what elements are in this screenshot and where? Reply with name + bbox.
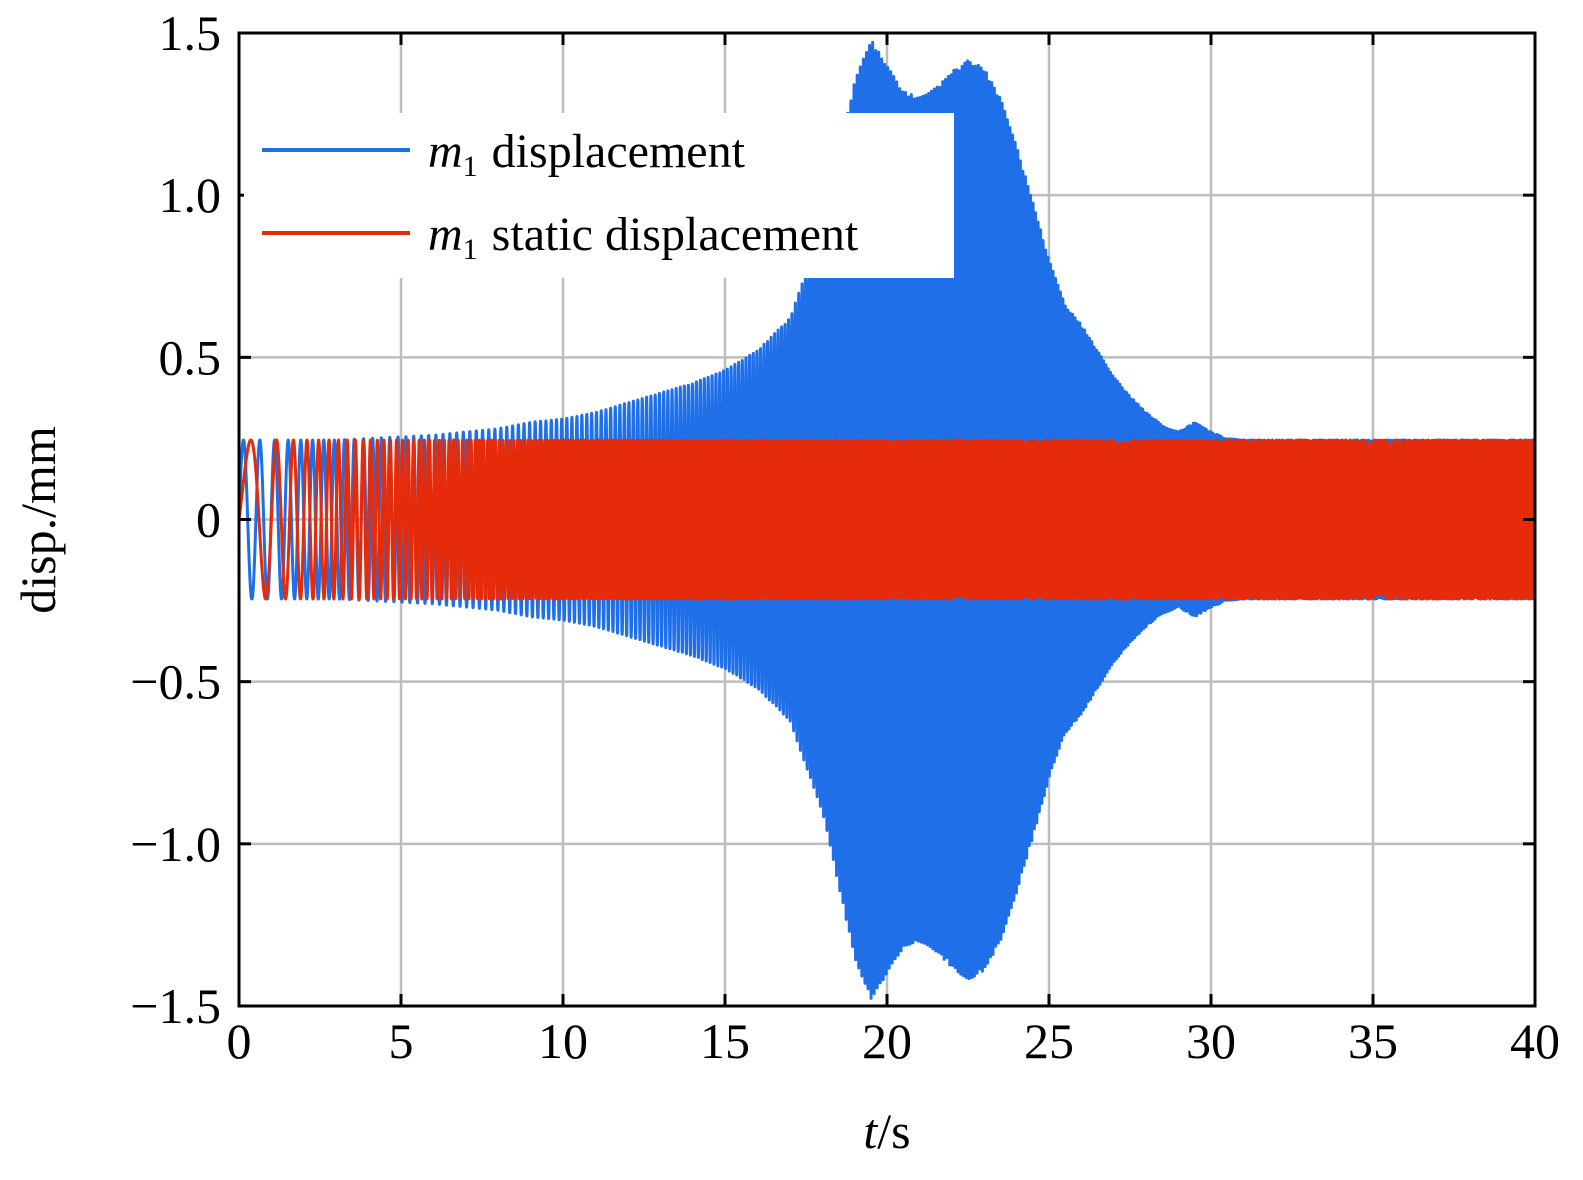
x-axis-variable: t xyxy=(863,1103,878,1159)
series-line-static-displacement xyxy=(237,438,1537,601)
legend-box xyxy=(244,113,954,278)
x-tick-label: 30 xyxy=(1186,1013,1236,1069)
legend-entry: m1 static displacement xyxy=(428,208,859,266)
x-tick-label: 40 xyxy=(1510,1013,1560,1069)
x-tick-labels: 0 5 10 15 20 25 30 35 40 xyxy=(227,1013,1561,1069)
x-axis-unit: /s xyxy=(877,1103,910,1159)
x-tick-label: 20 xyxy=(862,1013,912,1069)
y-tick-label: 1.0 xyxy=(159,167,222,223)
x-tick-label: 10 xyxy=(538,1013,588,1069)
y-tick-label: 0 xyxy=(196,492,221,548)
x-tick-label: 5 xyxy=(389,1013,414,1069)
y-tick-label: 0.5 xyxy=(159,329,222,385)
y-tick-label: −1.0 xyxy=(130,816,221,872)
legend-entry: m1 displacement xyxy=(428,125,746,183)
y-tick-label: 1.5 xyxy=(159,5,222,61)
x-axis-label: t/s xyxy=(863,1103,910,1159)
legend-subscript: 1 xyxy=(463,150,478,183)
y-tick-labels: −1.5 −1.0 −0.5 0 0.5 1.0 1.5 xyxy=(130,5,221,1034)
x-tick-label: 35 xyxy=(1348,1013,1398,1069)
legend-label: displacement xyxy=(492,125,746,178)
x-tick-label: 25 xyxy=(1024,1013,1074,1069)
y-axis-label: disp./mm xyxy=(10,426,66,614)
y-tick-label: −1.5 xyxy=(130,978,221,1034)
x-tick-label: 0 xyxy=(227,1013,252,1069)
legend-subscript: 1 xyxy=(463,233,478,266)
y-tick-label: −0.5 xyxy=(130,654,221,710)
legend-label: static displacement xyxy=(492,208,859,261)
series-layer xyxy=(237,40,1537,1000)
legend-variable: m xyxy=(428,208,463,261)
x-tick-label: 15 xyxy=(700,1013,750,1069)
legend-variable: m xyxy=(428,125,463,178)
